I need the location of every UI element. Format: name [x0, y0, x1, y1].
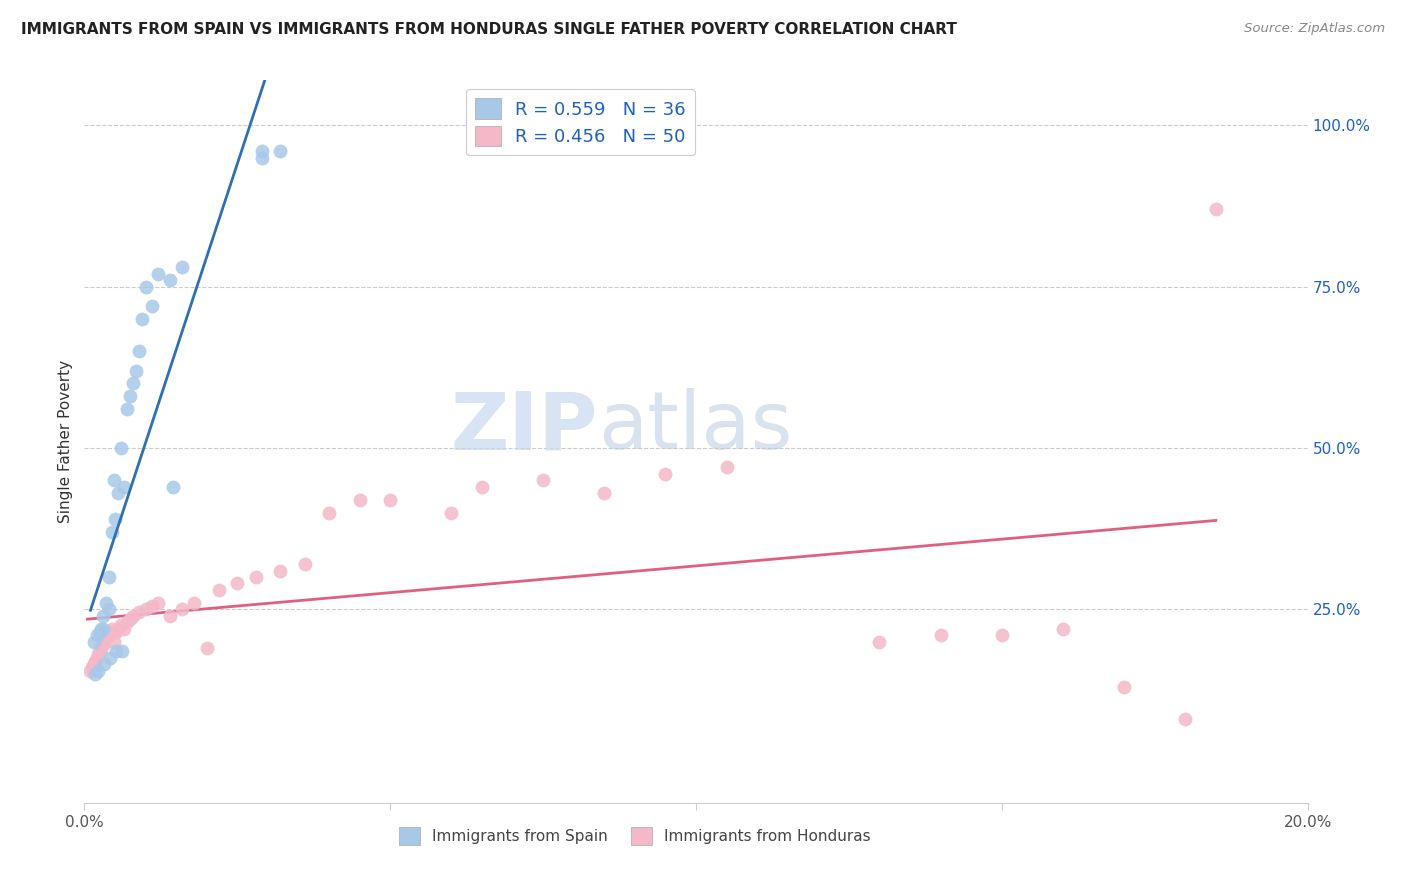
Point	[103, 634, 125, 648]
Point	[172, 602, 194, 616]
Point	[1205, 202, 1227, 217]
Point	[1174, 712, 1197, 726]
Point	[91, 622, 114, 636]
Point	[135, 602, 157, 616]
Point	[111, 644, 134, 658]
Point	[79, 664, 101, 678]
Point	[471, 480, 494, 494]
Point	[86, 628, 108, 642]
Point	[1114, 680, 1136, 694]
Text: Source: ZipAtlas.com: Source: ZipAtlas.com	[1244, 22, 1385, 36]
Point	[716, 460, 738, 475]
Point	[86, 650, 108, 665]
Point	[654, 467, 676, 481]
Point	[89, 624, 111, 639]
Point	[226, 576, 249, 591]
Point	[105, 644, 128, 658]
Point	[97, 602, 120, 616]
Point	[172, 260, 194, 275]
Point	[141, 299, 163, 313]
Point	[125, 363, 148, 377]
Point	[318, 506, 340, 520]
Point	[269, 564, 291, 578]
Point	[93, 634, 115, 648]
Point	[112, 480, 135, 494]
Text: IMMIGRANTS FROM SPAIN VS IMMIGRANTS FROM HONDURAS SINGLE FATHER POVERTY CORRELAT: IMMIGRANTS FROM SPAIN VS IMMIGRANTS FROM…	[21, 22, 957, 37]
Point	[90, 640, 112, 655]
Point	[991, 628, 1014, 642]
Point	[141, 599, 163, 613]
Point	[110, 441, 132, 455]
Point	[112, 622, 135, 636]
Legend: Immigrants from Spain, Immigrants from Honduras: Immigrants from Spain, Immigrants from H…	[394, 822, 876, 849]
Point	[83, 657, 105, 672]
Point	[91, 608, 114, 623]
Point	[245, 570, 267, 584]
Point	[93, 657, 115, 672]
Point	[135, 279, 157, 293]
Point	[101, 622, 124, 636]
Point	[440, 506, 463, 520]
Point	[107, 486, 129, 500]
Point	[183, 596, 205, 610]
Point	[91, 638, 114, 652]
Point	[208, 582, 231, 597]
Point	[97, 570, 120, 584]
Point	[115, 615, 138, 630]
Point	[146, 267, 169, 281]
Point	[195, 640, 218, 655]
Point	[120, 612, 142, 626]
Point	[128, 344, 150, 359]
Point	[105, 624, 128, 639]
Point	[84, 666, 107, 681]
Point	[83, 634, 105, 648]
Text: atlas: atlas	[598, 388, 793, 467]
Point	[90, 622, 112, 636]
Point	[159, 608, 181, 623]
Text: ZIP: ZIP	[451, 388, 598, 467]
Point	[104, 512, 127, 526]
Point	[87, 664, 110, 678]
Point	[87, 648, 110, 662]
Point	[84, 654, 107, 668]
Point	[97, 624, 120, 639]
Point	[94, 632, 117, 646]
Point	[869, 634, 891, 648]
Point	[122, 376, 145, 391]
Point	[269, 145, 291, 159]
Y-axis label: Single Father Poverty: Single Father Poverty	[58, 360, 73, 523]
Point	[110, 618, 132, 632]
Point	[122, 608, 145, 623]
Point	[162, 480, 184, 494]
Point	[250, 145, 273, 159]
Point	[159, 273, 181, 287]
Point	[103, 473, 125, 487]
Point	[146, 596, 169, 610]
Point	[97, 628, 120, 642]
Point	[131, 312, 153, 326]
Point	[94, 596, 117, 610]
Point	[1052, 622, 1074, 636]
Point	[89, 644, 111, 658]
Point	[531, 473, 554, 487]
Point	[380, 492, 402, 507]
Point	[349, 492, 371, 507]
Point	[107, 622, 129, 636]
Point	[128, 606, 150, 620]
Point	[115, 402, 138, 417]
Point	[120, 389, 142, 403]
Point	[593, 486, 616, 500]
Point	[294, 557, 316, 571]
Point	[80, 660, 103, 674]
Point	[929, 628, 952, 642]
Point	[250, 151, 273, 165]
Point	[98, 650, 121, 665]
Point	[101, 524, 124, 539]
